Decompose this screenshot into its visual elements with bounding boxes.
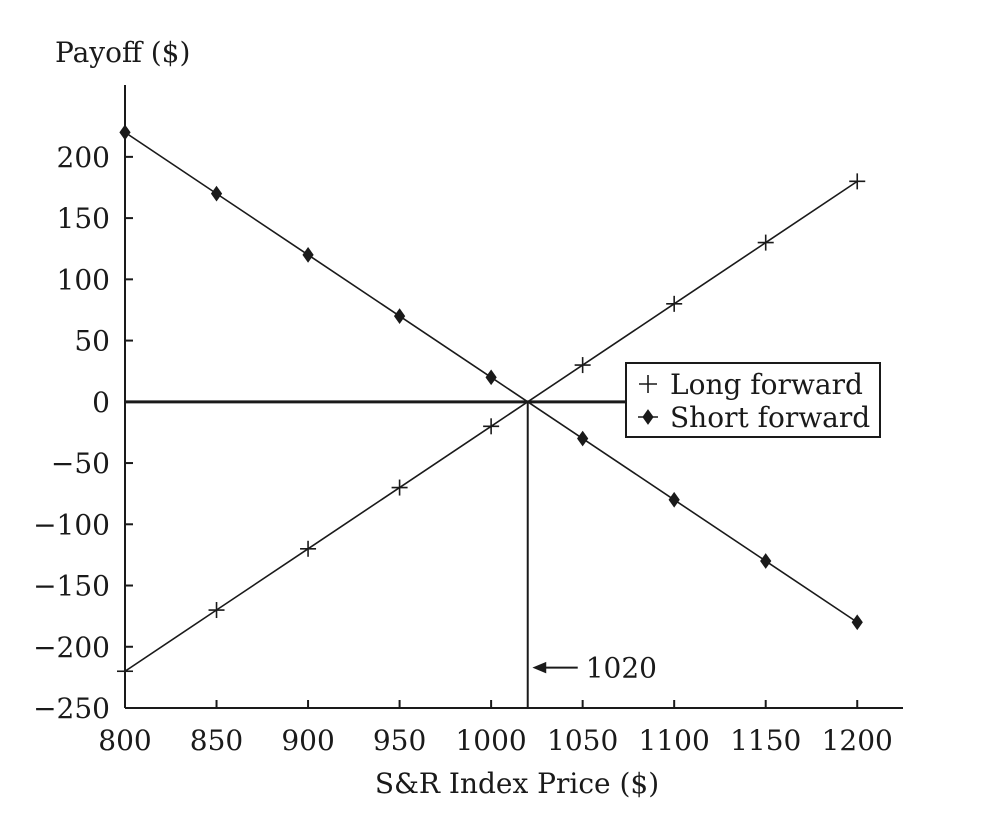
x-tick-label: 1050 bbox=[547, 724, 618, 757]
data-point bbox=[208, 602, 225, 619]
data-point bbox=[119, 124, 131, 141]
diamond-marker bbox=[668, 491, 680, 508]
data-point bbox=[393, 308, 406, 324]
annotation-1020: 1020 bbox=[532, 652, 657, 685]
y-tick-label: −250 bbox=[33, 692, 110, 725]
annotation-arrow-head bbox=[532, 661, 547, 674]
data-point bbox=[485, 369, 497, 386]
diamond-marker bbox=[851, 614, 863, 631]
diamond-marker bbox=[485, 369, 497, 386]
diamond-marker bbox=[210, 185, 223, 202]
legend-box bbox=[625, 362, 881, 438]
data-point bbox=[117, 663, 133, 680]
diamond-marker bbox=[119, 124, 131, 141]
x-tick-label: 1150 bbox=[730, 724, 801, 757]
axes-group bbox=[124, 85, 903, 709]
x-tick-label: 850 bbox=[190, 724, 243, 757]
x-axis-label: S&R Index Price ($) bbox=[375, 767, 659, 800]
series-long-forward bbox=[117, 173, 866, 680]
data-point bbox=[760, 553, 772, 569]
annotation-label: 1020 bbox=[586, 652, 657, 685]
series-group bbox=[117, 124, 866, 680]
x-tick-label: 800 bbox=[98, 724, 151, 757]
data-point bbox=[666, 295, 683, 312]
x-tick-label: 950 bbox=[373, 724, 426, 757]
series-short-forward bbox=[119, 124, 863, 631]
legend-item: Long forward bbox=[639, 368, 863, 401]
data-point bbox=[300, 540, 317, 557]
data-point bbox=[849, 173, 866, 190]
x-tick-label: 1100 bbox=[639, 724, 710, 757]
diamond-marker bbox=[577, 430, 589, 447]
y-axis-label: Payoff ($) bbox=[55, 36, 190, 69]
y-tick-label: 0 bbox=[92, 386, 110, 419]
data-point bbox=[210, 185, 223, 202]
y-tick-label: 150 bbox=[57, 202, 110, 235]
data-point bbox=[577, 430, 589, 447]
data-point bbox=[851, 614, 863, 631]
y-tick-label: −150 bbox=[33, 570, 110, 603]
x-tick-label: 1000 bbox=[455, 724, 526, 757]
legend-label: Long forward bbox=[670, 368, 863, 401]
y-tick-label: 100 bbox=[57, 263, 110, 296]
diamond-marker bbox=[642, 409, 654, 425]
diamond-marker bbox=[393, 308, 406, 324]
data-point bbox=[757, 234, 774, 251]
diamond-marker bbox=[760, 553, 772, 569]
data-point bbox=[483, 418, 500, 435]
y-tick-label: −50 bbox=[51, 447, 110, 480]
data-point bbox=[668, 491, 680, 508]
legend-item: Short forward bbox=[638, 401, 870, 434]
y-tick-label: 200 bbox=[57, 141, 110, 174]
data-point bbox=[391, 479, 408, 496]
y-tick-label: −100 bbox=[33, 508, 110, 541]
data-point bbox=[302, 246, 314, 263]
legend-label: Short forward bbox=[670, 401, 870, 434]
diamond-marker bbox=[302, 246, 314, 263]
annotation-group: 1020 bbox=[532, 652, 657, 685]
x-tick-label: 1200 bbox=[822, 724, 893, 757]
y-tick-label: −200 bbox=[33, 631, 110, 664]
x-tick-label: 900 bbox=[281, 724, 334, 757]
data-point bbox=[574, 357, 591, 374]
y-tick-label: 50 bbox=[74, 325, 110, 358]
